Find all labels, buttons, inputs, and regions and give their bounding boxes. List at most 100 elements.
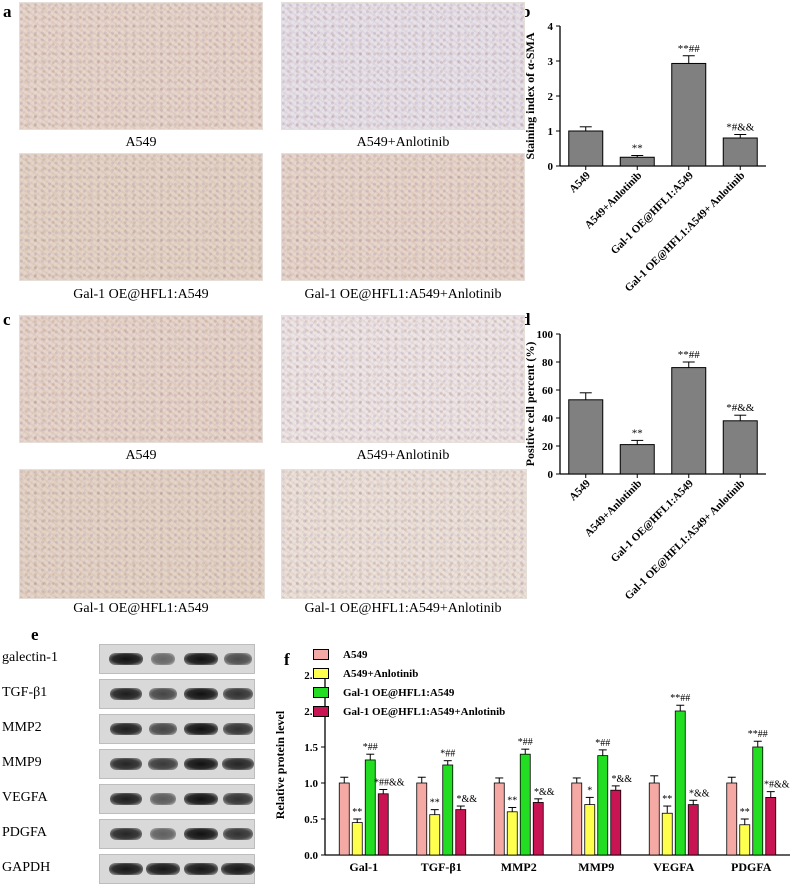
legend-item-galoe-anlotinib: Gal-1 OE@HFL1:A549+Anlotinib [313, 702, 505, 721]
ihc-label: A549+Anlotinib [356, 448, 450, 463]
chart-b-y-tick-label: 0 [548, 161, 554, 173]
western-blot-band [150, 653, 176, 665]
ihc-image-galoe-anlotinib-c [281, 469, 527, 599]
ihc-image-galoe-anlotinib-a [281, 153, 525, 281]
chart-f-legend: A549 A549+Anlotinib Gal-1 OE@HFL1:A549 G… [313, 645, 505, 721]
chart-b-y-axis-label: Staining index of α-SMA [523, 32, 537, 159]
chart-f-significance-label: *&& [456, 794, 477, 805]
western-blot-band [184, 828, 218, 840]
western-blot-band [184, 688, 218, 700]
legend-item-a549-anlotinib: A549+Anlotinib [313, 664, 505, 683]
chart-d-y-tick-label: 60 [542, 385, 554, 397]
legend-label: A549 [343, 648, 368, 661]
western-blot-band [110, 828, 142, 840]
western-blot-band [184, 653, 218, 665]
chart-b-bar [619, 156, 655, 167]
ihc-label: A549 [125, 448, 157, 463]
chart-f-bar [364, 759, 376, 856]
chart-f-bar [739, 824, 751, 856]
chart-d-significance-label: *#&& [726, 402, 755, 414]
chart-f-bar [610, 789, 622, 856]
ihc-image-galoe-a [19, 153, 263, 281]
chart-b-bar [722, 137, 758, 167]
ihc-label: A549+Anlotinib [356, 135, 450, 150]
chart-f-significance-label: **## [748, 729, 768, 740]
chart-b-significance-label: *#&& [726, 122, 755, 134]
chart-b-significance-label: ** [632, 143, 643, 155]
western-blot-label: PDGFA [2, 825, 47, 840]
chart-f-bar [416, 782, 428, 856]
chart-f-bar [455, 809, 467, 856]
western-blot-band [150, 828, 176, 840]
ihc-image-a549-a [19, 2, 263, 130]
western-blot-band [222, 793, 254, 805]
western-blot-band [184, 758, 218, 770]
chart-f-y-tick-label: 0.5 [304, 814, 318, 826]
chart-d-y-axis-label: Positive cell percent (%) [523, 342, 537, 467]
chart-d-y-tick-label: 80 [542, 357, 554, 369]
western-blot-band [222, 828, 254, 840]
western-blot-label: GAPDH [2, 860, 51, 875]
panel-letter-d: d [521, 310, 531, 329]
legend-swatch [313, 687, 329, 698]
chart-f-bar [351, 822, 363, 856]
chart-d-significance-label: **## [678, 349, 701, 361]
western-blot-band [149, 793, 177, 805]
chart-f-y-tick-label: 1.5 [304, 742, 318, 754]
chart-b-x-tick-label: A549 [567, 169, 593, 195]
western-blot-strip [99, 854, 255, 884]
western-blot-band [222, 723, 254, 735]
chart-f-significance-label: ** [662, 794, 672, 805]
ihc-image-a549-anlotinib-a [281, 2, 525, 130]
panel-letter-f: f [284, 650, 290, 669]
chart-f-bar [506, 811, 518, 856]
chart-f-significance-label: **## [670, 693, 690, 704]
panel-letter-b: b [521, 2, 531, 21]
western-blot-band [222, 688, 254, 700]
western-blot-band [110, 758, 142, 770]
western-blot-band [109, 793, 143, 805]
chart-f-bar [429, 814, 441, 856]
western-blot-band [148, 758, 178, 770]
chart-f-bar [752, 746, 764, 856]
western-blot-band [184, 793, 218, 805]
ihc-label: Gal-1 OE@HFL1:A549 [73, 287, 209, 302]
legend-label: Gal-1 OE@HFL1:A549 [343, 686, 455, 699]
chart-b-y-tick-label: 3 [548, 56, 554, 68]
chart-b-y-tick-label: 1 [548, 126, 554, 138]
western-blot-band [148, 723, 178, 735]
chart-f-significance-label: ** [507, 795, 517, 806]
chart-f-bar [584, 804, 596, 856]
panel-letter-a: a [3, 2, 12, 21]
chart-f-significance-label: *&& [689, 788, 710, 799]
legend-swatch [313, 649, 329, 660]
chart-f-significance-label: *&& [534, 787, 555, 798]
ihc-label: Gal-1 OE@HFL1:A549+Anlotinib [304, 287, 502, 302]
western-blot-label: TGF-β1 [2, 685, 48, 700]
western-blot-strip [99, 819, 255, 849]
chart-f-bar [765, 796, 777, 856]
chart-d-y-tick-label: 0 [548, 469, 554, 481]
western-blot-band [109, 723, 143, 735]
chart-f-bar [648, 782, 660, 856]
western-blot-strip [99, 784, 255, 814]
legend-item-a549: A549 [313, 645, 505, 664]
chart-b-bar [568, 130, 604, 167]
western-blot-band [148, 688, 178, 700]
chart-f-significance-label: ** [740, 807, 750, 818]
western-blot-label: MMP2 [2, 720, 42, 735]
legend-swatch [313, 706, 329, 717]
western-blot-band [184, 863, 218, 875]
western-blot-band [146, 863, 180, 875]
western-blot-band [184, 723, 218, 735]
panel-letter-c: c [3, 310, 11, 329]
chart-f-bar [442, 764, 454, 856]
chart-f-bar [687, 804, 699, 856]
chart-f-y-axis-label: Relative protein level [273, 710, 287, 819]
chart-f-y-tick-label: 0.0 [304, 850, 318, 862]
chart-f-x-tick-label: TGF-β1 [421, 860, 462, 874]
chart-b-y-tick-label: 2 [548, 91, 554, 103]
